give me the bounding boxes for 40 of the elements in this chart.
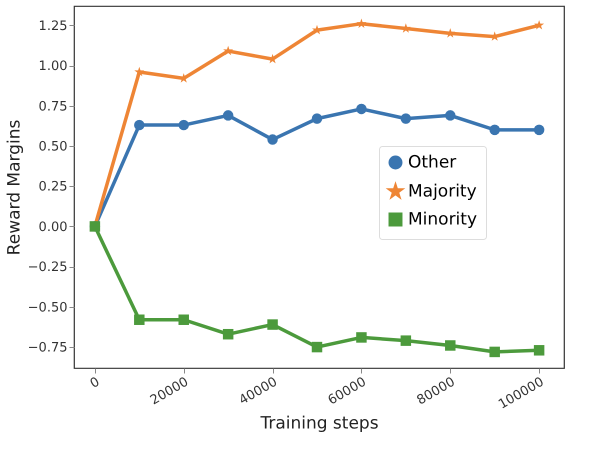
point (356, 18, 366, 28)
legend-label: Minority (408, 210, 478, 230)
y-tick-label: −0.75 (28, 340, 68, 356)
point (534, 345, 544, 356)
point (400, 335, 412, 346)
y-tick-label: −0.50 (28, 300, 68, 316)
point (267, 134, 278, 145)
point (534, 124, 544, 136)
point (222, 328, 234, 340)
y-tick-label: 1.25 (38, 18, 68, 34)
x-axis-title: Training steps (259, 414, 379, 434)
point (267, 319, 278, 330)
y-tick-label: 0.25 (38, 180, 68, 195)
point (222, 110, 234, 121)
point (178, 120, 189, 130)
point (134, 66, 144, 76)
point (445, 340, 456, 351)
point (445, 110, 456, 121)
point (356, 332, 367, 343)
y-tick-label: 0.75 (38, 99, 68, 114)
point (489, 124, 500, 136)
y-tick-label: 0.00 (38, 220, 68, 235)
point (534, 20, 544, 30)
point (134, 120, 145, 130)
point (489, 346, 500, 358)
point (178, 314, 189, 325)
legend-label: Majority (408, 182, 477, 202)
y-axis-title: Reward Margins (4, 120, 25, 256)
y-tick-label: 0.50 (38, 139, 68, 154)
point (223, 46, 234, 56)
point (312, 342, 322, 352)
point (400, 113, 412, 124)
point (312, 113, 322, 124)
point (312, 24, 322, 34)
x-tick-label: 0 (88, 374, 102, 392)
y-tick-label: −0.25 (28, 260, 68, 276)
y-tick-label: 1.00 (38, 59, 68, 74)
legend-label: Other (408, 152, 456, 172)
point (356, 104, 367, 114)
point (134, 314, 145, 325)
